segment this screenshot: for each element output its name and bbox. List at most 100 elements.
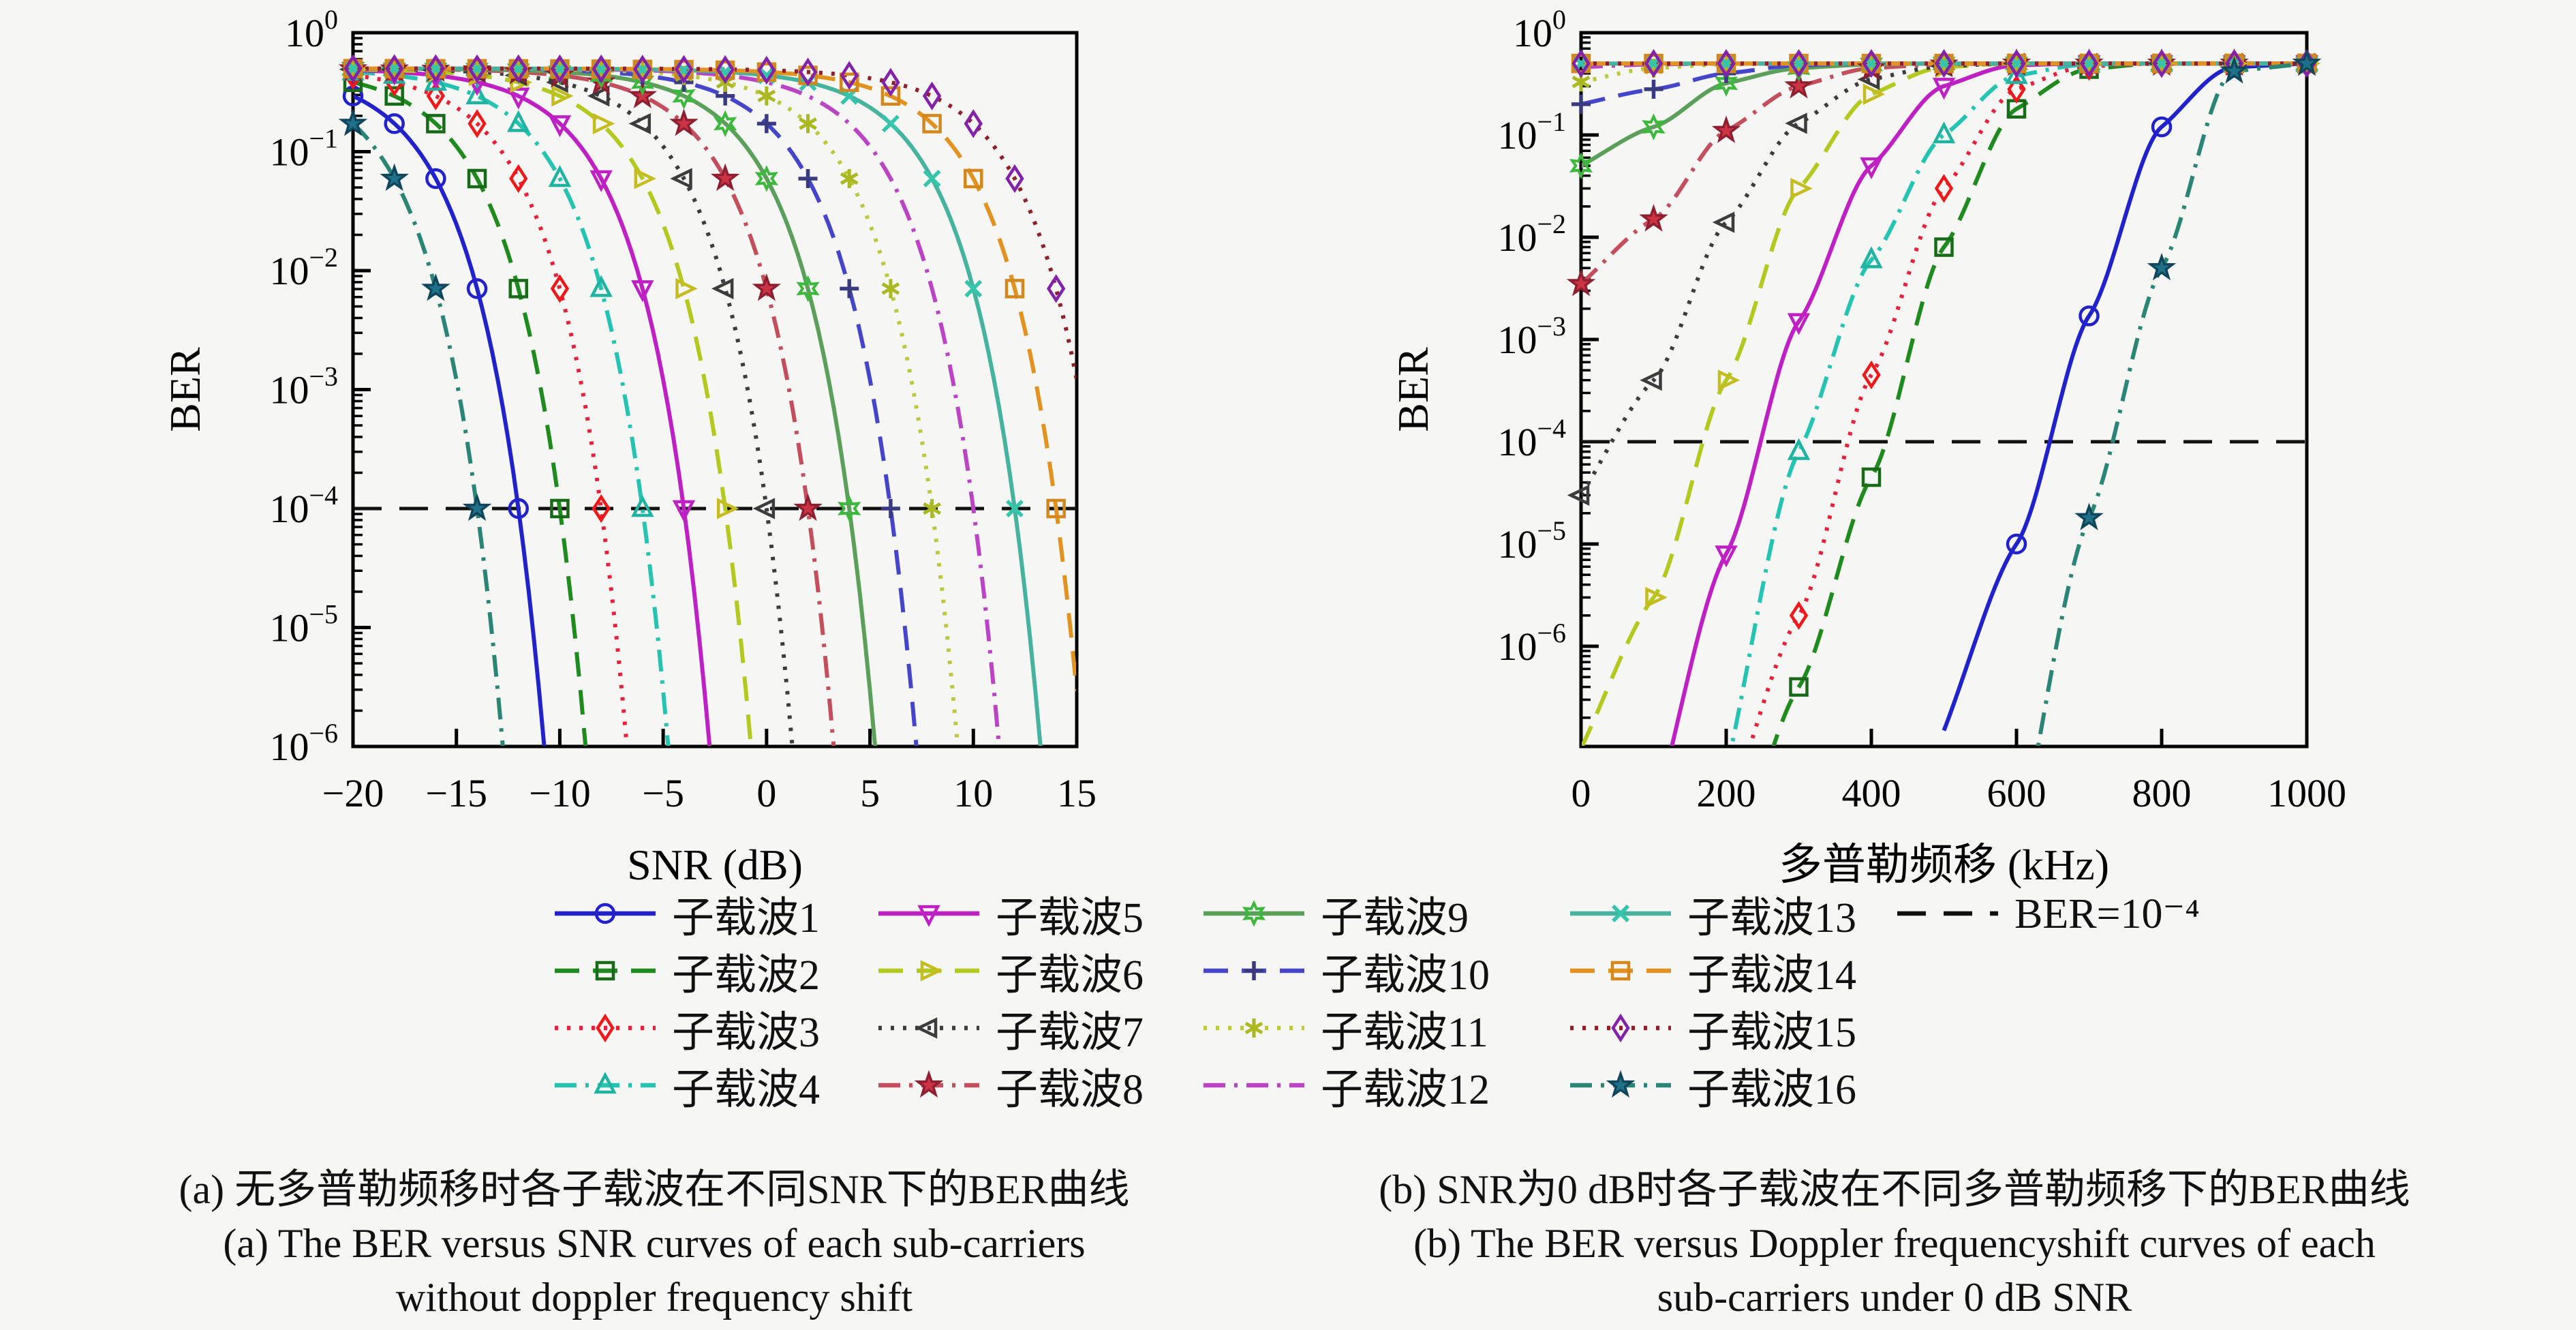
legend-item-c8: 子载波8 [877,1061,1144,1113]
marker-triangle-up [465,82,489,105]
legend-item-c13: 子载波13 [1569,889,1856,941]
series-line-b-c3 [1747,61,2306,746]
c4-legend-sample-icon [555,1072,656,1094]
y-tick-label: 10−2 [1497,209,1566,260]
c6-legend-sample-icon [878,960,979,982]
marker-x [923,170,941,187]
marker-hexagram [796,275,820,303]
marker-triangle-up [1860,246,1883,269]
legend-item-c2: 子载波2 [553,946,820,999]
x-tick-label: 0 [1571,771,1591,815]
threshold-legend-sample-icon [1897,911,1998,916]
marker-triangle-right [592,112,615,134]
caption-b-line1: (b) SNR为0 dB时各子载波在不同多普勒频移下的BER曲线 [1379,1167,2410,1212]
marker-square [595,961,615,981]
series-line-a-c11 [354,66,960,746]
marker-hexagram [714,110,737,138]
marker-diamond [922,81,942,110]
x-tick-label: 10 [953,771,993,815]
legend-item-c6: 子载波6 [877,946,1144,999]
marker-asterisk [757,86,776,106]
marker-triangle-right [551,85,574,107]
marker-diamond [1717,49,1736,78]
marker-hexagram [1569,152,1593,179]
marker-triangle-down [672,500,696,522]
marker-diamond [1644,49,1663,78]
marker-asterisk [881,279,900,299]
marker-triangle-down [917,905,940,927]
legend-label-c11: 子载波11 [1321,1010,1488,1056]
marker-triangle-up [507,110,530,132]
y-tick-label: 10−4 [1497,413,1566,464]
marker-square [550,498,570,519]
marker-diamond [550,274,570,303]
c10-legend-sample-icon [1203,961,1304,980]
marker-diamond [1789,601,1809,630]
marker-triangle-down [507,87,530,110]
series-line-a-c13 [354,66,1043,746]
marker-diamond [343,54,363,83]
marker-diamond [467,109,487,138]
marker-triangle-up [1787,438,1811,460]
marker-circle [508,498,529,519]
marker-triangle-up [548,165,572,187]
marker-star5-filled [1639,204,1668,232]
caption-panel-a: (a) 无多普勒频移时各子载波在不同SNR下的BER曲线 (a) The BER… [82,1163,1227,1325]
marker-triangle-left [1712,211,1735,233]
legend-item-c9: 子载波9 [1202,889,1469,941]
y-tick-label: 10−1 [269,123,338,175]
legend-item-c16: 子载波16 [1569,1061,1856,1113]
legend-label-c16: 子载波16 [1687,1067,1857,1113]
marker-asterisk [1244,1018,1263,1038]
marker-circle [425,168,446,190]
marker-triangle-left [587,85,610,107]
marker-circle [2079,305,2100,327]
marker-triangle-left [711,277,734,299]
marker-triangle-up [2005,62,2028,85]
marker-diamond [596,1013,615,1043]
marker-triangle-up [594,1072,617,1094]
c15-legend-sample-icon [1570,1013,1671,1043]
marker-diamond [1046,274,1066,303]
marker-hexagram [1242,900,1266,927]
marker-triangle-down [589,170,613,192]
marker-diamond [426,54,446,83]
marker-square [922,114,942,134]
marker-diamond [592,54,611,84]
marker-star5-filled [2220,56,2249,84]
c16-legend-sample-icon [1570,1070,1671,1098]
marker-star5-filled [338,108,368,136]
x-axis-label-panel-b: 多普勒频移 (kHz) [1779,841,2109,889]
series-line-a-c9 [354,66,878,746]
marker-diamond [964,109,983,138]
marker-square [1046,498,1066,519]
marker-diamond [798,57,818,87]
y-tick-label: 10−2 [269,242,338,293]
legend-label-c6: 子载波6 [996,952,1144,999]
legend-label-c10: 子载波10 [1321,952,1490,999]
marker-asterisk [799,114,817,134]
marker-star5-filled [1566,269,1596,297]
marker-hexagram [1714,70,1738,97]
y-tick-label: 10−1 [1497,106,1566,157]
x-tick-label: −5 [642,771,684,815]
marker-triangle-down [631,280,654,303]
marker-star5-filled [462,493,492,522]
marker-diamond [1862,360,1881,390]
x-tick-label: 5 [860,771,880,815]
x-tick-label: −15 [425,771,487,815]
marker-diamond [385,54,404,83]
marker-square [384,86,404,106]
legend-label-c1: 子载波1 [672,895,821,941]
marker-diamond [1611,1013,1630,1043]
legend-label-c7: 子载波7 [996,1010,1144,1056]
marker-diamond [757,55,776,85]
marker-triangle-right [675,277,698,299]
caption-b-line2: (b) The BER versus Doppler frequencyshif… [1413,1221,2376,1266]
marker-triangle-up [589,275,613,297]
c13-legend-sample-icon [1570,905,1671,922]
marker-plus [798,168,818,188]
marker-star5-filled [669,108,699,136]
y-axis-label-panel-a: BER [161,347,209,432]
y-tick-label: 10−6 [1497,618,1566,669]
